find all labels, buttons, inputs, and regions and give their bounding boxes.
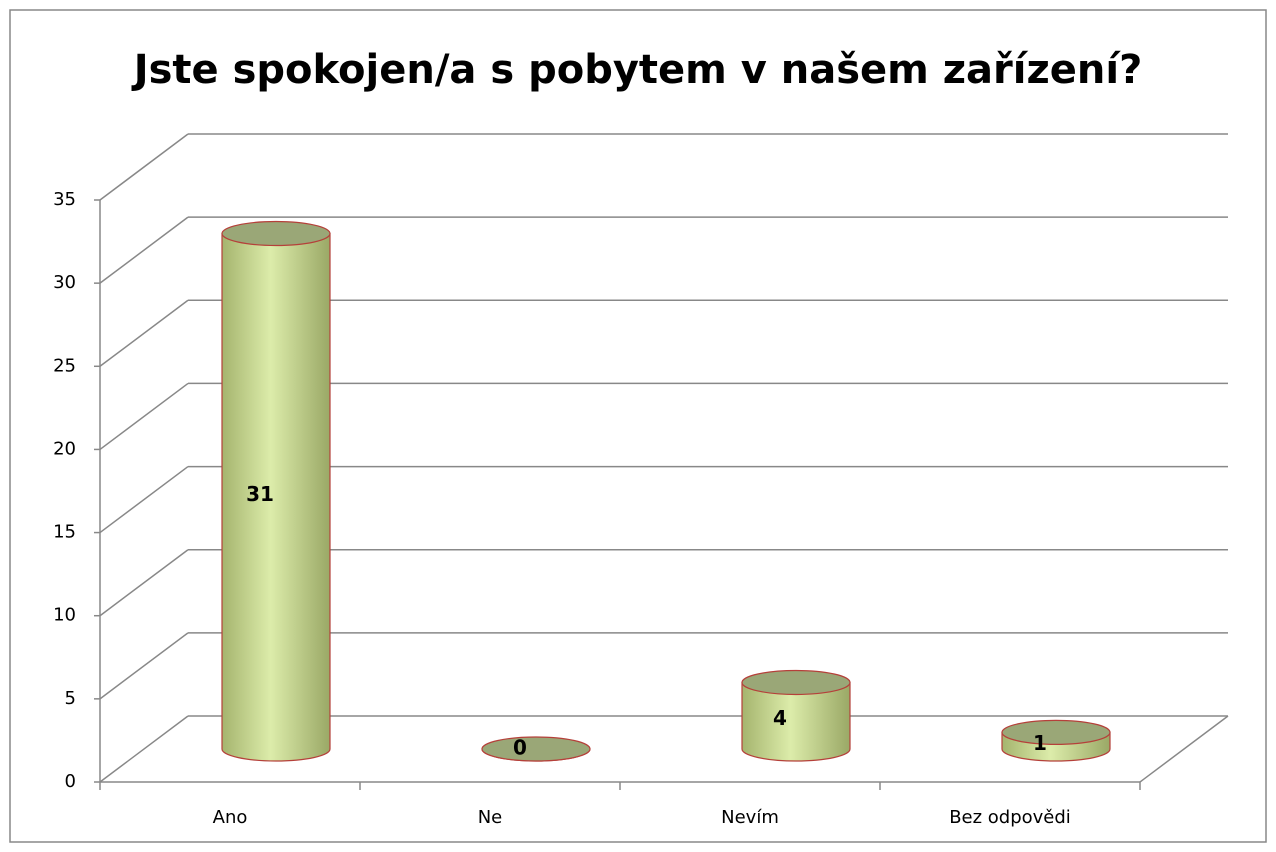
value-label: 31: [246, 482, 274, 506]
floor-edge: [1139, 715, 1229, 783]
x-tick-label: Nevím: [721, 807, 779, 828]
bar: [741, 669, 851, 762]
y-tick-label: 15: [53, 522, 76, 543]
y-tick-label: 20: [53, 438, 76, 459]
value-label: 4: [773, 706, 787, 730]
bar: [1001, 719, 1111, 762]
grid-diagonal: [99, 216, 189, 284]
cylinder-body: [741, 681, 851, 762]
y-tick-label: 25: [53, 355, 76, 376]
value-label: 0: [513, 736, 527, 760]
chart-title: Jste spokojen/a s pobytem v našem zaříze…: [131, 47, 1143, 93]
cylinder-top: [741, 669, 851, 696]
grid-diagonal: [99, 299, 189, 367]
grid-diagonal: [99, 715, 189, 783]
y-tick-label: 5: [65, 688, 76, 709]
x-tick-label: Bez odpovědi: [949, 807, 1071, 828]
grid-diagonal: [99, 382, 189, 451]
y-tick-label: 30: [53, 272, 76, 293]
grid-diagonal: [99, 465, 189, 534]
cylinder-top: [481, 736, 591, 762]
y-tick-label: 0: [65, 771, 76, 792]
cylinder-body: [221, 232, 331, 762]
bar: [221, 220, 331, 762]
x-tick-label: Ne: [478, 807, 503, 828]
grid-diagonal: [99, 632, 189, 700]
y-tick-label: 10: [53, 605, 76, 626]
x-tick-label: Ano: [213, 807, 248, 828]
grid-diagonal: [99, 133, 189, 201]
grid-diagonal: [99, 549, 189, 617]
chart-border: [9, 9, 1267, 843]
y-tick-label: 35: [53, 189, 76, 210]
bar: [481, 736, 591, 762]
cylinder-top: [221, 220, 331, 247]
value-label: 1: [1033, 731, 1047, 755]
cylinder-top: [1001, 719, 1111, 745]
